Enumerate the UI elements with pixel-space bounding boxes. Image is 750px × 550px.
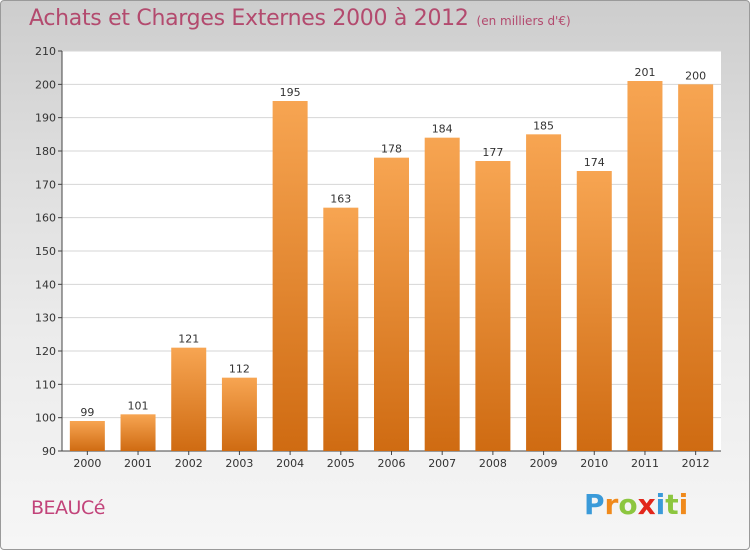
x-tick-label: 2002 bbox=[175, 457, 203, 470]
y-tick-label: 120 bbox=[35, 345, 56, 358]
y-tick-label: 150 bbox=[35, 245, 56, 258]
y-tick-label: 200 bbox=[35, 78, 56, 91]
bar bbox=[424, 137, 460, 451]
x-tick-label: 2004 bbox=[276, 457, 304, 470]
data-label: 200 bbox=[685, 69, 706, 82]
y-tick-label: 110 bbox=[35, 378, 56, 391]
logo-letter: i bbox=[678, 488, 689, 521]
bar bbox=[526, 134, 562, 452]
x-tick-label: 2010 bbox=[580, 457, 608, 470]
logo-letter: o bbox=[618, 488, 638, 521]
y-tick-label: 210 bbox=[35, 45, 56, 58]
chart-subtitle: (en milliers d'€) bbox=[476, 14, 571, 28]
x-tick-label: 2003 bbox=[225, 457, 253, 470]
bars bbox=[69, 81, 714, 452]
logo-letter: P bbox=[584, 488, 605, 521]
commune-name: BEAUCé bbox=[31, 497, 105, 519]
axes: 90 100 110 120 130 140 150 160 170 180 190 200 210 20… bbox=[35, 45, 721, 470]
bar bbox=[221, 377, 257, 451]
x-tick-label: 2012 bbox=[682, 457, 710, 470]
data-label: 99 bbox=[80, 406, 94, 419]
data-label: 163 bbox=[330, 193, 351, 206]
bar bbox=[69, 421, 105, 451]
bar bbox=[171, 347, 207, 451]
data-label: 121 bbox=[178, 333, 199, 346]
bar bbox=[323, 207, 359, 451]
y-tick-label: 180 bbox=[35, 145, 56, 158]
data-label: 195 bbox=[280, 86, 301, 99]
data-label: 201 bbox=[634, 66, 655, 79]
bar bbox=[576, 171, 612, 451]
x-tick-label: 2008 bbox=[479, 457, 507, 470]
y-tick-label: 170 bbox=[35, 178, 56, 191]
data-labels: 99 101 121 112 195 163 178 184 177 185 174 201 200 bbox=[80, 66, 706, 419]
y-tick-label: 90 bbox=[42, 445, 56, 458]
data-label: 112 bbox=[229, 363, 250, 376]
logo-letter: r bbox=[604, 488, 619, 521]
data-label: 101 bbox=[128, 399, 149, 412]
x-tick-label: 2007 bbox=[428, 457, 456, 470]
x-tick-label: 2005 bbox=[327, 457, 355, 470]
data-label: 184 bbox=[432, 123, 453, 136]
title-row: Achats et Charges Externes 2000 à 2012 (e… bbox=[29, 6, 571, 31]
y-tick-label: 190 bbox=[35, 112, 56, 125]
x-tick-label: 2000 bbox=[73, 457, 101, 470]
x-tick-label: 2006 bbox=[378, 457, 406, 470]
logo-letter: t bbox=[665, 488, 679, 521]
data-label: 178 bbox=[381, 143, 402, 156]
bar bbox=[272, 101, 308, 451]
bar bbox=[475, 161, 511, 451]
bar bbox=[374, 157, 409, 451]
logo-letter: i bbox=[655, 488, 666, 521]
bar bbox=[627, 81, 663, 451]
y-tick-label: 100 bbox=[35, 412, 56, 425]
bar bbox=[120, 414, 156, 451]
data-label: 177 bbox=[482, 146, 503, 159]
data-label: 174 bbox=[584, 156, 605, 169]
y-tick-label: 160 bbox=[35, 212, 56, 225]
chart-title: Achats et Charges Externes 2000 à 2012 bbox=[29, 6, 469, 31]
bar bbox=[678, 84, 714, 451]
x-tick-label: 2009 bbox=[530, 457, 558, 470]
logo-letter: x bbox=[637, 488, 656, 521]
y-tick-label: 140 bbox=[35, 278, 56, 291]
proxiti-logo[interactable]: Proxiti bbox=[584, 488, 688, 521]
x-tick-label: 2011 bbox=[631, 457, 659, 470]
x-tick-label: 2001 bbox=[124, 457, 152, 470]
y-tick-label: 130 bbox=[35, 312, 56, 325]
data-label: 185 bbox=[533, 119, 554, 132]
